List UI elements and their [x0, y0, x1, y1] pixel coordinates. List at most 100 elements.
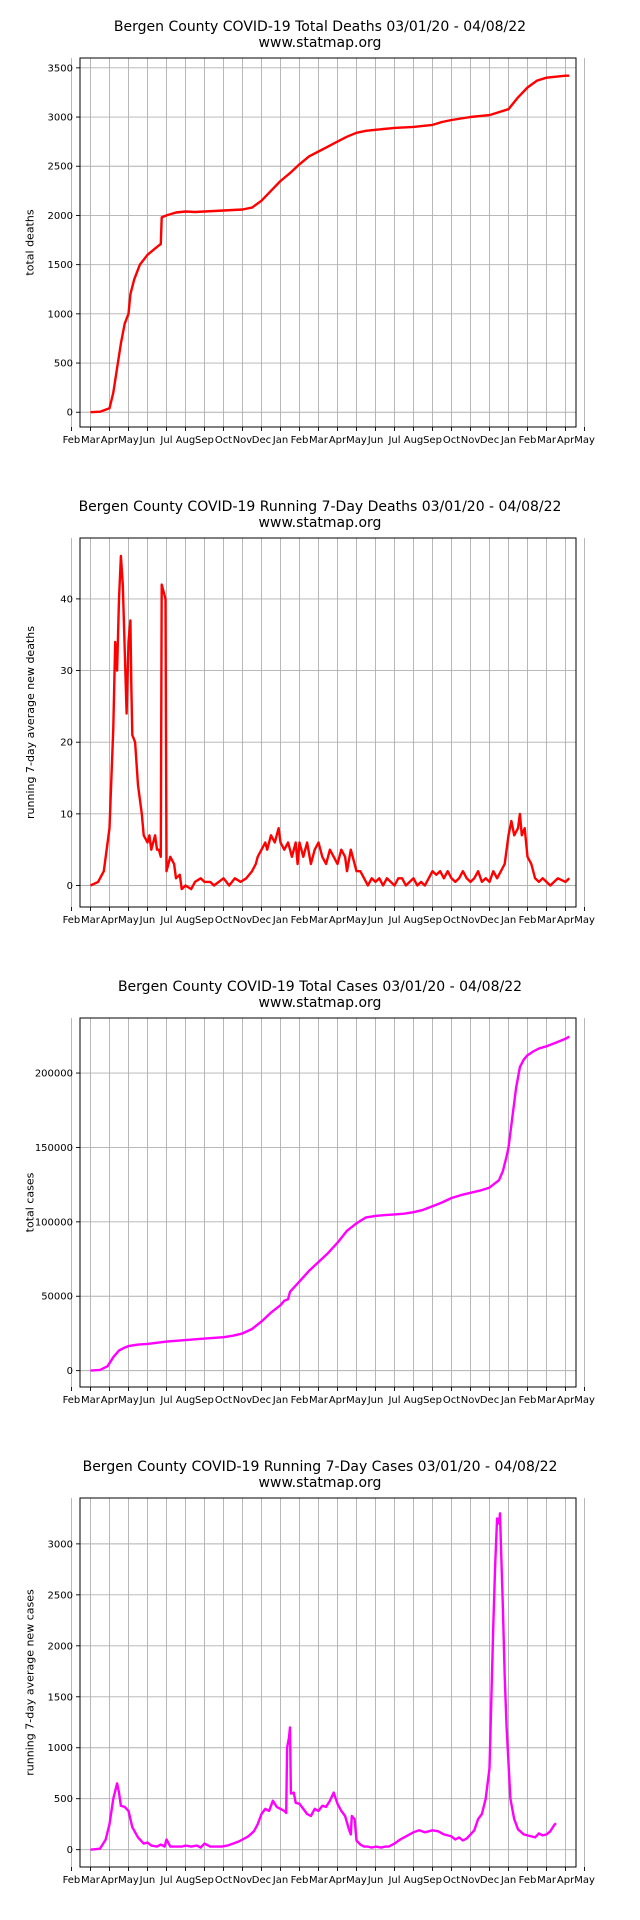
x-tick-label: Mar: [309, 915, 329, 926]
x-tick-label: Sep: [195, 915, 214, 926]
x-tick-label: May: [118, 435, 139, 446]
x-tick-label: May: [574, 1395, 595, 1406]
x-tick-label: Dec: [252, 1875, 271, 1886]
chart-plot: Feb Mar Apr May Jun Jul Aug Sep Oct Nov Dec Jan Feb M…: [35, 1017, 595, 1406]
chart-title: Bergen County COVID-19 Running 7-Day Dea…: [78, 499, 562, 515]
y-tick-label: 2500: [48, 1590, 73, 1601]
x-tick-label: Apr: [101, 915, 119, 926]
x-tick-label: Feb: [63, 1875, 81, 1886]
y-tick-label: 3500: [48, 63, 73, 74]
x-tick-label: Jun: [367, 435, 384, 446]
x-tick-label: Oct: [215, 1875, 232, 1886]
x-tick-label: Aug: [176, 435, 196, 446]
series-line: [90, 1512, 557, 1851]
x-tick-label: Jan: [272, 1875, 288, 1886]
y-tick-label: 500: [54, 359, 73, 370]
x-tick-label: Jun: [139, 1395, 156, 1406]
x-tick-label: Nov: [461, 1875, 481, 1886]
x-tick-label: Apr: [557, 1875, 575, 1886]
x-tick-label: Sep: [423, 435, 442, 446]
x-tick-label: Feb: [519, 1875, 537, 1886]
x-tick-label: Jul: [159, 915, 172, 926]
x-tick-label: Feb: [63, 1395, 81, 1406]
x-tick-label: Nov: [233, 435, 253, 446]
x-tick-label: Sep: [423, 1395, 442, 1406]
plot-frame: [79, 57, 577, 428]
x-tick-label: Dec: [252, 915, 271, 926]
x-tick-label: May: [346, 915, 367, 926]
x-tick-label: Mar: [81, 1395, 101, 1406]
x-tick-label: Dec: [252, 1395, 271, 1406]
x-tick-label: Aug: [176, 915, 196, 926]
y-tick-label: 40: [60, 594, 73, 605]
y-tick-label: 1500: [48, 260, 73, 271]
series-line: [89, 554, 571, 891]
x-tick-label: Apr: [329, 1395, 347, 1406]
x-tick-label: Mar: [537, 1875, 557, 1886]
chart-plot: Feb Mar Apr May Jun Jul Aug Sep Oct Nov Dec Jan Feb M…: [48, 1497, 595, 1886]
x-tick-label: Aug: [404, 1395, 424, 1406]
y-tick-label: 3000: [48, 1539, 73, 1550]
chart-plot: Feb Mar Apr May Jun Jul Aug Sep Oct Nov Dec Jan Feb M…: [48, 57, 595, 446]
y-tick-label: 0: [67, 1845, 73, 1856]
x-tick-label: Mar: [309, 435, 329, 446]
x-tick-label: Dec: [480, 915, 499, 926]
x-tick-label: May: [118, 1875, 139, 1886]
x-tick-label: Apr: [101, 1875, 119, 1886]
chart-title: Bergen County COVID-19 Total Deaths 03/0…: [113, 19, 527, 35]
x-tick-label: Jun: [367, 915, 384, 926]
x-tick-label: Mar: [537, 915, 557, 926]
x-tick-label: Sep: [195, 1395, 214, 1406]
x-tick-label: Jun: [139, 1875, 156, 1886]
chart-subtitle: www.statmap.org: [258, 995, 382, 1011]
y-tick-label: 0: [67, 408, 73, 419]
x-tick-label: Feb: [291, 1395, 309, 1406]
x-tick-label: Mar: [81, 915, 101, 926]
x-tick-label: Jan: [500, 1395, 516, 1406]
x-tick-label: May: [346, 1395, 367, 1406]
x-tick-label: Jan: [272, 915, 288, 926]
x-tick-label: Oct: [215, 1395, 232, 1406]
y-tick-label: 2000: [48, 1641, 73, 1652]
x-tick-label: Oct: [443, 435, 460, 446]
y-tick-label: 2500: [48, 162, 73, 173]
x-tick-label: Jun: [139, 435, 156, 446]
x-tick-label: Jul: [387, 435, 400, 446]
x-tick-label: Jul: [387, 915, 400, 926]
series-line: [90, 74, 570, 414]
x-tick-label: Oct: [215, 915, 232, 926]
y-tick-label: 2000: [48, 211, 73, 222]
y-tick-label: 0: [67, 881, 73, 892]
x-tick-label: May: [574, 1875, 595, 1886]
x-tick-label: Nov: [233, 1395, 253, 1406]
x-tick-label: Jul: [159, 435, 172, 446]
x-tick-label: Dec: [252, 435, 271, 446]
x-tick-label: Feb: [519, 435, 537, 446]
x-tick-label: Jan: [500, 1875, 516, 1886]
y-tick-label: 1500: [48, 1692, 73, 1703]
x-tick-label: Nov: [233, 1875, 253, 1886]
x-tick-label: Jan: [272, 1395, 288, 1406]
y-tick-label: 10: [60, 809, 73, 820]
x-tick-label: Nov: [233, 915, 253, 926]
y-tick-label: 500: [54, 1794, 73, 1805]
x-tick-label: May: [118, 1395, 139, 1406]
y-tick-label: 3000: [48, 113, 73, 124]
x-tick-label: Dec: [480, 435, 499, 446]
x-tick-label: Oct: [443, 1875, 460, 1886]
x-tick-label: Oct: [443, 915, 460, 926]
x-tick-label: Jan: [500, 435, 516, 446]
x-tick-label: Sep: [195, 1875, 214, 1886]
chart-title: Bergen County COVID-19 Running 7-Day Cas…: [82, 1459, 558, 1475]
x-tick-label: Mar: [309, 1875, 329, 1886]
x-tick-label: Nov: [461, 435, 481, 446]
x-tick-label: Feb: [63, 435, 81, 446]
x-tick-label: Mar: [537, 1395, 557, 1406]
chart-title: Bergen County COVID-19 Total Cases 03/01…: [117, 979, 523, 995]
x-tick-label: Mar: [309, 1395, 329, 1406]
x-tick-label: Dec: [480, 1395, 499, 1406]
x-tick-label: Aug: [404, 435, 424, 446]
x-tick-label: Feb: [291, 915, 309, 926]
x-tick-label: Sep: [195, 435, 214, 446]
x-tick-label: Jun: [139, 915, 156, 926]
